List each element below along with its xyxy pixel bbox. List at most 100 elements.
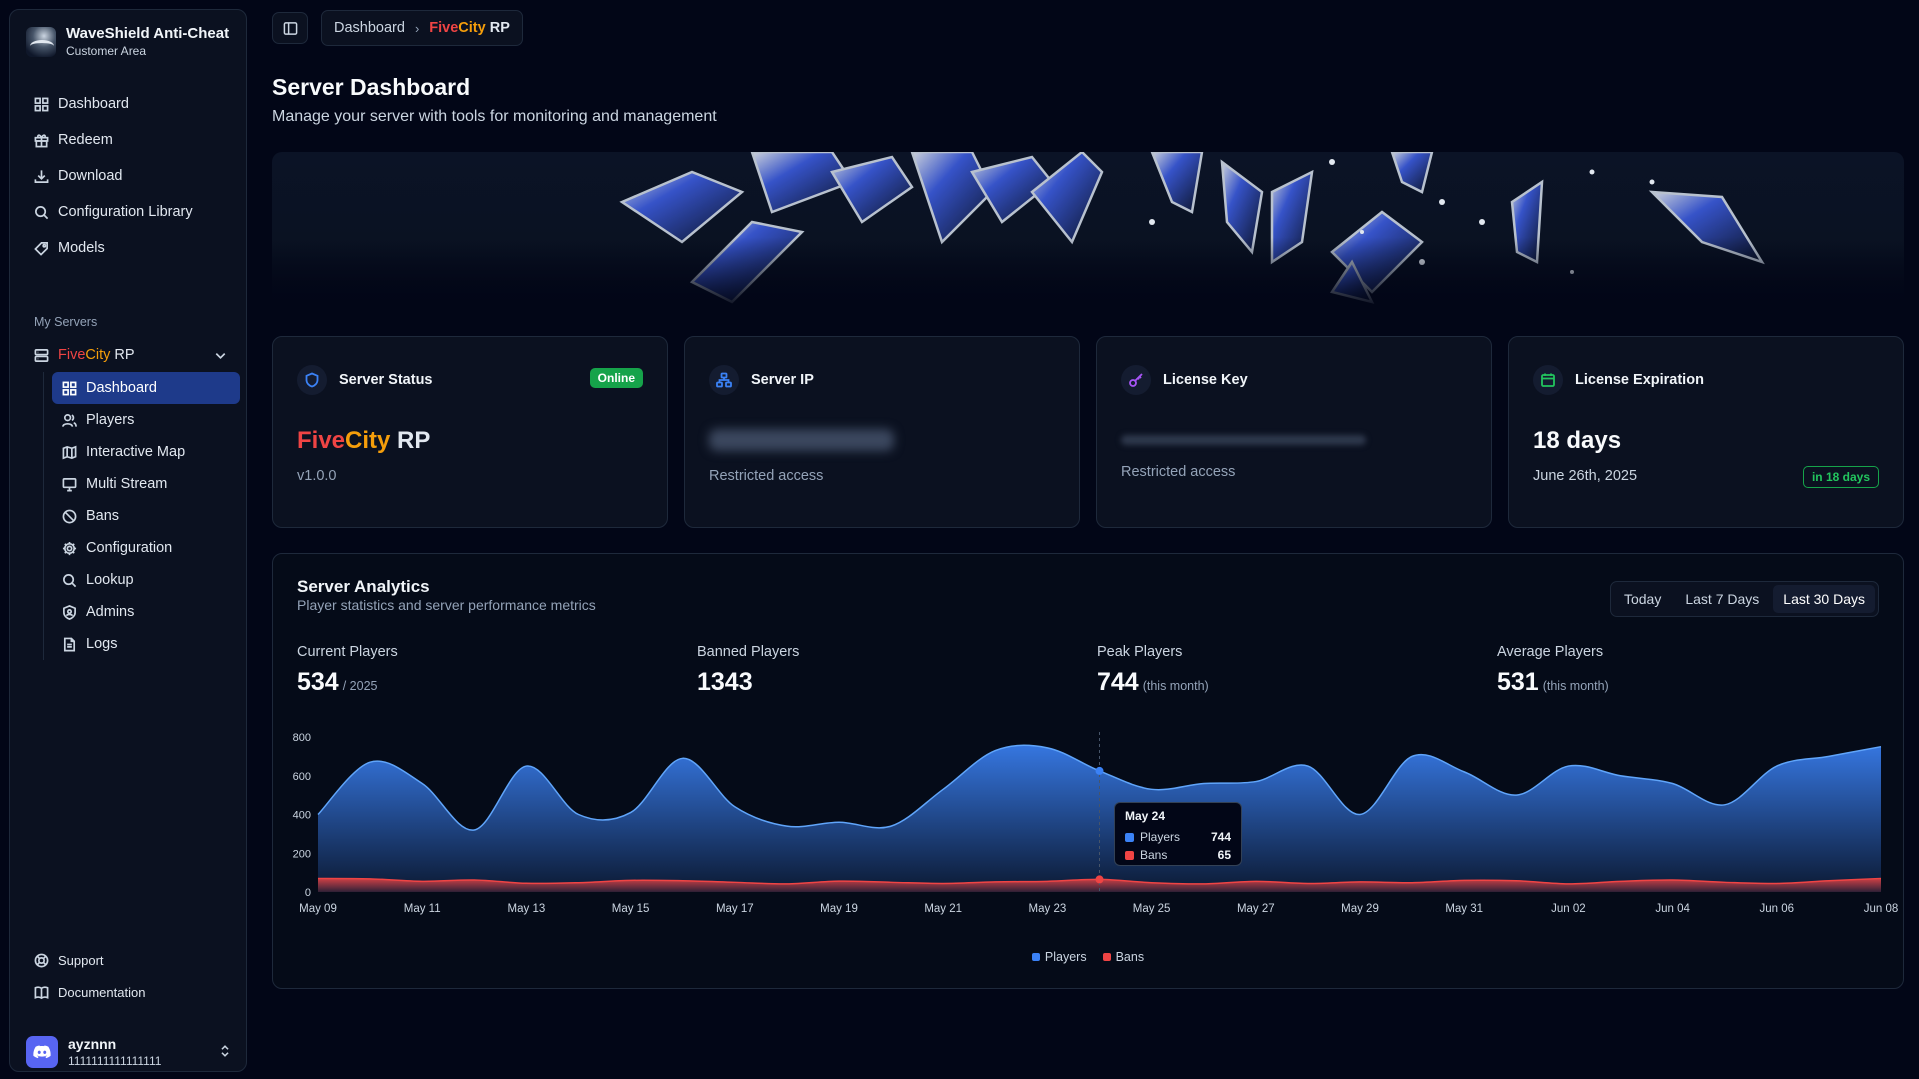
chart-legend: Players Bans — [273, 950, 1903, 964]
stat-current-players: Current Players 534/ 2025 — [297, 644, 398, 697]
range-7-days-button[interactable]: Last 7 Days — [1685, 591, 1760, 607]
panel-left-icon — [283, 21, 297, 35]
avatar — [26, 1036, 58, 1068]
stat-unit: / 2025 — [342, 679, 378, 693]
subnav-item-label: Lookup — [86, 572, 134, 588]
stat-label: Banned Players — [697, 644, 800, 660]
tooltip-players-label: Players — [1140, 830, 1181, 844]
card-title: Server IP — [751, 372, 814, 388]
sidebar-item-documentation[interactable]: Documentation — [18, 976, 240, 1008]
grid-icon — [62, 381, 77, 395]
app-title: WaveShield Anti-Cheat — [66, 25, 230, 42]
x-tick-label: Jun 08 — [1864, 903, 1899, 915]
x-tick-label: Jun 02 — [1551, 903, 1586, 915]
lifebuoy-icon — [34, 953, 49, 967]
subnav-item-dashboard[interactable]: Dashboard — [52, 372, 240, 404]
brand[interactable]: WaveShield Anti-Cheat Customer Area — [26, 25, 229, 58]
ban-icon — [62, 509, 77, 523]
user-menu[interactable]: ayznnn 1111111111111111 — [26, 1032, 236, 1072]
subnav-item-label: Players — [86, 412, 135, 428]
calendar-icon — [1541, 373, 1555, 387]
tooltip-date: May 24 — [1125, 809, 1166, 823]
sidebar-item-support[interactable]: Support — [18, 944, 240, 976]
card-title: License Key — [1163, 372, 1248, 388]
subnav-item-admins[interactable]: Admins — [52, 596, 240, 628]
restricted-note: Restricted access — [709, 468, 824, 484]
subnav-item-multi-stream[interactable]: Multi Stream — [52, 468, 240, 500]
sidebar-item-dashboard[interactable]: Dashboard — [18, 86, 240, 122]
range-today-button[interactable]: Today — [1623, 591, 1662, 607]
card-server-status: Server Status Online FiveCity RP v1.0.0 — [272, 336, 668, 528]
sidebar-item-configuration-library[interactable]: Configuration Library — [18, 194, 240, 230]
subnav-item-label: Multi Stream — [86, 476, 168, 492]
x-tick-label: May 23 — [1029, 903, 1067, 915]
range-selector: Today Last 7 Days Last 30 Days — [1609, 581, 1879, 617]
sidebar-item-label: Models — [58, 240, 105, 256]
server-selector-fivecity[interactable]: FiveCity RP — [18, 337, 240, 373]
analytics-panel: Server Analytics Player statistics and s… — [272, 553, 1904, 989]
wave-logo-icon — [26, 26, 56, 57]
server-name: FiveCity RP — [58, 347, 135, 363]
server-name: FiveCity RP — [297, 427, 431, 454]
bans-point — [1095, 875, 1104, 884]
subnav-item-label: Logs — [86, 636, 118, 652]
breadcrumb-dashboard[interactable]: Dashboard — [334, 20, 405, 36]
legend-item-bans[interactable]: Bans — [1102, 950, 1144, 964]
tag-icon — [34, 241, 48, 256]
sidebar-toggle-button[interactable] — [272, 12, 308, 44]
chart-tooltip: May 24 Players 744 Bans 65 — [1114, 802, 1242, 866]
tooltip-players-value: 744 — [1210, 830, 1231, 844]
grid-icon — [34, 97, 49, 111]
chevrons-up-down-icon — [221, 1045, 229, 1057]
card-license-key: License Key Restricted access — [1096, 336, 1492, 528]
subnav-item-lookup[interactable]: Lookup — [52, 564, 240, 596]
subnav-item-bans[interactable]: Bans — [52, 500, 240, 532]
sidebar-item-label: Redeem — [58, 132, 113, 148]
players-point — [1095, 766, 1104, 775]
players-area-chart[interactable]: 0 200 400 600 800 May 09 May 11 May 13 May 15 May… — [273, 704, 1905, 944]
x-tick-label: May 31 — [1445, 903, 1483, 915]
server-icon — [34, 348, 49, 362]
analytics-title: Server Analytics — [297, 577, 430, 596]
y-tick-label: 400 — [293, 810, 311, 822]
discord-icon — [33, 1045, 51, 1059]
tooltip-bans-label: Bans — [1140, 848, 1168, 862]
stat-label: Current Players — [297, 644, 398, 660]
x-tick-label: May 25 — [1133, 903, 1171, 915]
subnav-item-configuration[interactable]: Configuration — [52, 532, 240, 564]
sidebar-item-download[interactable]: Download — [18, 158, 240, 194]
x-tick-label: May 15 — [612, 903, 650, 915]
page-subtitle: Manage your server with tools for monito… — [272, 108, 717, 125]
x-tick-label: May 09 — [299, 903, 337, 915]
stat-average-players: Average Players 531 (this month) — [1497, 644, 1609, 697]
chevron-down-icon[interactable] — [213, 348, 228, 363]
range-30-days-button[interactable]: Last 30 Days — [1773, 585, 1875, 613]
sidebar-item-redeem[interactable]: Redeem — [18, 122, 240, 158]
subnav-item-label: Bans — [86, 508, 120, 524]
subnav-item-label: Admins — [86, 604, 135, 620]
download-icon — [34, 169, 49, 183]
restricted-note: Restricted access — [1121, 464, 1236, 480]
y-tick-label: 600 — [293, 771, 311, 783]
sidebar-item-label: Documentation — [58, 984, 146, 1000]
breadcrumb-current: FiveCity RP — [429, 20, 510, 36]
subnav-item-interactive-map[interactable]: Interactive Map — [52, 436, 240, 468]
bans-swatch — [1125, 850, 1134, 860]
subnav-item-players[interactable]: Players — [52, 404, 240, 436]
status-badge: Online — [589, 368, 643, 388]
card-title: License Expiration — [1575, 372, 1704, 388]
main-nav: Dashboard Redeem Download Configuration … — [18, 86, 240, 266]
user-id: 1111111111111111 — [68, 1054, 162, 1068]
x-tick-label: May 29 — [1341, 903, 1379, 915]
chevron-right-icon: › — [414, 20, 420, 36]
legend-item-players[interactable]: Players — [1031, 950, 1087, 964]
players-swatch — [1125, 832, 1134, 842]
sidebar-item-label: Download — [58, 168, 123, 184]
players-line — [317, 744, 1882, 831]
sidebar-item-models[interactable]: Models — [18, 230, 240, 266]
search-icon — [63, 573, 77, 587]
subnav-item-logs[interactable]: Logs — [52, 628, 240, 660]
sidebar-item-label: Configuration Library — [58, 204, 193, 220]
server-subnav: Dashboard Players Interactive Map Multi … — [43, 372, 240, 660]
stat-value: 744 — [1097, 668, 1139, 696]
